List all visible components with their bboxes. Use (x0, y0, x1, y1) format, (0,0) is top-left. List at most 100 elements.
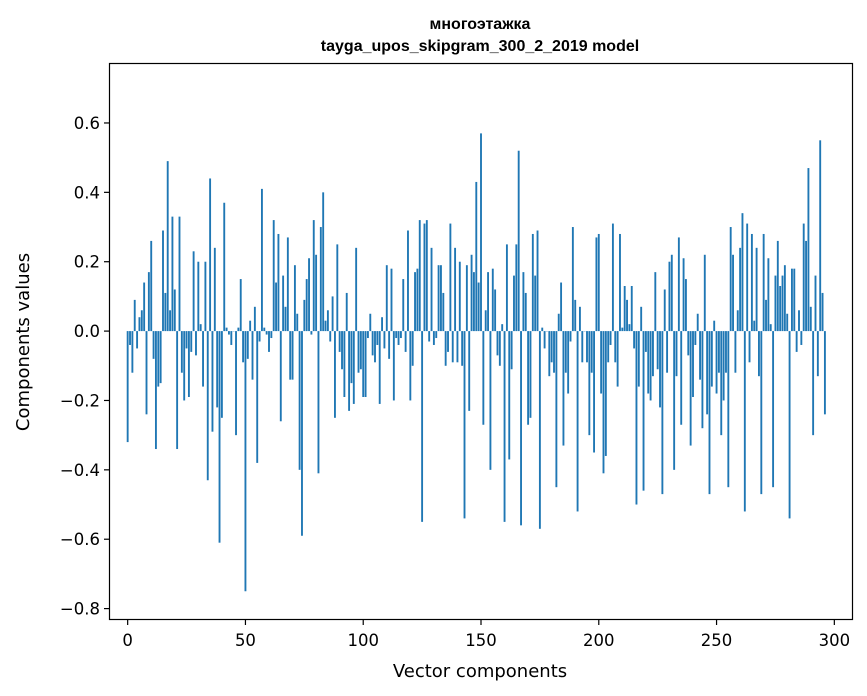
bar (722, 331, 725, 401)
bar (157, 331, 160, 387)
bar (569, 331, 572, 342)
bar (505, 244, 508, 332)
bar (376, 331, 379, 345)
bar (736, 310, 739, 332)
bar (428, 331, 431, 342)
bar (781, 275, 784, 332)
bar (162, 230, 164, 332)
bar (381, 317, 383, 332)
bar (444, 331, 447, 366)
bar (334, 331, 336, 418)
bar (303, 299, 306, 332)
bar (680, 331, 683, 425)
bar (326, 310, 329, 332)
bar (154, 331, 157, 450)
bar (734, 331, 737, 373)
bar (647, 331, 650, 394)
x-axis-label: Vector components (393, 661, 567, 682)
bar (305, 279, 308, 332)
bar (176, 331, 179, 450)
bar (143, 282, 146, 332)
bar (242, 331, 245, 363)
bar (489, 331, 492, 470)
bar (732, 254, 734, 332)
bar (510, 331, 513, 370)
bar (548, 331, 551, 377)
bar (362, 331, 365, 397)
bar (251, 331, 254, 380)
bar (239, 279, 242, 332)
bar (435, 331, 438, 339)
y-axis-ticks: −0.8 −0.6 −0.4 −0.2 0.0 0.2 0.4 0.6 (60, 114, 110, 619)
bar (621, 327, 624, 332)
bar (687, 331, 690, 356)
bar (131, 331, 134, 373)
bar (508, 331, 511, 460)
bar (456, 331, 459, 363)
bar (560, 282, 563, 332)
bar (129, 331, 131, 345)
x-tick-label: 250 (701, 631, 733, 650)
bar (772, 331, 775, 488)
bar (668, 261, 671, 332)
bar (684, 279, 687, 332)
bar (277, 233, 280, 332)
bar (640, 306, 643, 332)
bar (336, 244, 339, 332)
bar (355, 247, 358, 332)
bar (555, 331, 558, 488)
bar (258, 331, 261, 342)
x-tick-label: 50 (235, 631, 256, 650)
bar (350, 331, 353, 384)
bar (461, 331, 464, 366)
bar (536, 230, 539, 332)
bar (310, 331, 313, 335)
bar (581, 331, 584, 363)
bar (218, 331, 221, 543)
bar (786, 313, 789, 332)
bar (609, 331, 612, 345)
bar (421, 331, 424, 522)
bar (659, 331, 661, 408)
bar (298, 331, 301, 470)
bar (567, 331, 570, 394)
bar (642, 331, 645, 491)
bar (717, 331, 720, 373)
y-tick-label: 0.0 (74, 322, 100, 341)
y-tick-label: 0.4 (74, 183, 100, 202)
bar (166, 161, 169, 332)
bar (169, 310, 171, 332)
bar (821, 292, 824, 332)
bar (692, 331, 694, 397)
bar (472, 272, 475, 332)
bar (152, 331, 155, 359)
bar (343, 331, 346, 397)
bar (315, 254, 318, 332)
bar (244, 331, 247, 592)
bar (649, 331, 652, 401)
bar (720, 331, 723, 436)
chart-title: многоэтажка (430, 16, 531, 33)
bar (442, 292, 445, 332)
bar (614, 331, 617, 363)
bar (409, 331, 412, 401)
bar (480, 133, 482, 332)
bar (312, 220, 315, 332)
bar (477, 282, 480, 332)
bar (345, 292, 348, 332)
bar (140, 310, 143, 332)
bar (317, 331, 320, 474)
bar (812, 331, 815, 436)
bar (171, 216, 174, 332)
bar (359, 331, 362, 370)
x-tick-label: 150 (465, 631, 497, 650)
bar (619, 233, 621, 332)
bar (324, 320, 327, 332)
bar (633, 331, 636, 349)
bar (164, 292, 167, 332)
bar (213, 247, 216, 332)
bar (576, 331, 579, 512)
bar (293, 265, 296, 332)
bar (150, 240, 153, 332)
bar (628, 324, 631, 332)
